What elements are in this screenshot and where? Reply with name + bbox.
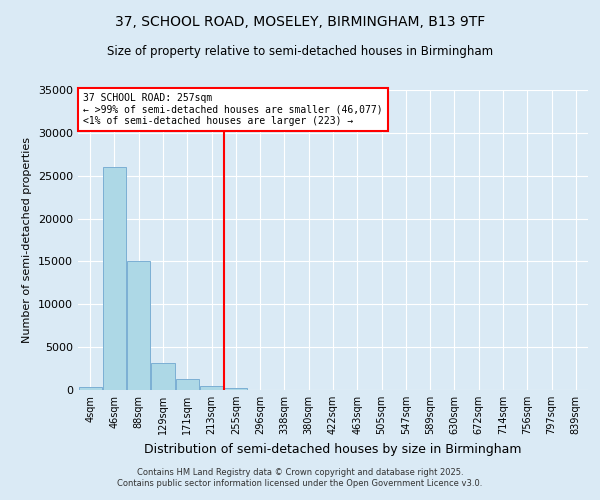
Bar <box>224 388 247 390</box>
Bar <box>127 262 150 390</box>
Bar <box>200 386 223 390</box>
Bar <box>79 386 101 390</box>
Y-axis label: Number of semi-detached properties: Number of semi-detached properties <box>22 137 32 343</box>
Text: 37, SCHOOL ROAD, MOSELEY, BIRMINGHAM, B13 9TF: 37, SCHOOL ROAD, MOSELEY, BIRMINGHAM, B1… <box>115 15 485 29</box>
Bar <box>151 364 175 390</box>
X-axis label: Distribution of semi-detached houses by size in Birmingham: Distribution of semi-detached houses by … <box>144 442 522 456</box>
Text: Contains HM Land Registry data © Crown copyright and database right 2025.
Contai: Contains HM Land Registry data © Crown c… <box>118 468 482 487</box>
Bar <box>103 167 126 390</box>
Text: 37 SCHOOL ROAD: 257sqm
← >99% of semi-detached houses are smaller (46,077)
<1% o: 37 SCHOOL ROAD: 257sqm ← >99% of semi-de… <box>83 93 383 126</box>
Text: Size of property relative to semi-detached houses in Birmingham: Size of property relative to semi-detach… <box>107 45 493 58</box>
Bar <box>176 379 199 390</box>
